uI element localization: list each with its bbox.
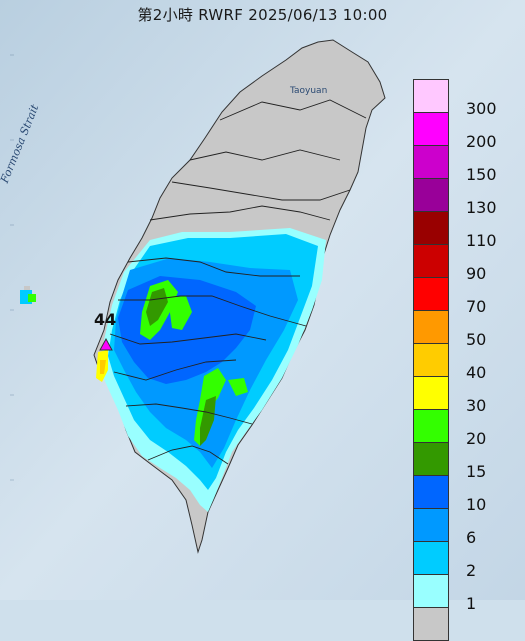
map-title: 第2小時 RWRF 2025/06/13 10:00 bbox=[137, 6, 388, 24]
grid-ticks bbox=[10, 54, 14, 481]
legend-label-text: 50 bbox=[466, 330, 487, 349]
rain-area-orange bbox=[100, 360, 106, 374]
legend-label: 300 bbox=[452, 79, 512, 118]
legend-label-text: 90 bbox=[466, 264, 487, 283]
max-rain-marker bbox=[99, 337, 113, 351]
legend-label-text: 300 bbox=[466, 99, 497, 118]
city-label: Taoyuan bbox=[290, 86, 327, 96]
legend-swatch bbox=[413, 277, 449, 310]
legend-label-text: 110 bbox=[466, 231, 497, 250]
rainfall-legend bbox=[413, 79, 449, 641]
county-boundaries bbox=[109, 99, 367, 465]
legend-label: 130 bbox=[452, 178, 512, 217]
legend-swatch bbox=[413, 442, 449, 475]
legend-label-text: 70 bbox=[466, 297, 487, 316]
legend-label: 1 bbox=[452, 574, 512, 613]
legend-label: 110 bbox=[452, 211, 512, 250]
penghu-island-green bbox=[28, 294, 36, 302]
legend-label-text: 10 bbox=[466, 495, 487, 514]
rain-area-green-6 bbox=[228, 378, 248, 396]
legend-label-text: 200 bbox=[466, 132, 497, 151]
legend-label: 200 bbox=[452, 112, 512, 151]
legend-label-text: 150 bbox=[466, 165, 497, 184]
legend-label: 6 bbox=[452, 508, 512, 547]
legend-swatch bbox=[413, 112, 449, 145]
rain-area-green-2 bbox=[146, 288, 168, 326]
legend-swatch bbox=[413, 574, 449, 607]
legend-swatch bbox=[413, 178, 449, 211]
legend-swatch bbox=[413, 508, 449, 541]
rain-area-green-5 bbox=[200, 396, 216, 446]
legend-swatch bbox=[413, 607, 449, 641]
legend-label-text: 30 bbox=[466, 396, 487, 415]
legend-swatch bbox=[413, 343, 449, 376]
legend-label: 50 bbox=[452, 310, 512, 349]
legend-swatch bbox=[413, 541, 449, 574]
max-value-text: 44 bbox=[94, 310, 117, 329]
legend-swatch bbox=[413, 79, 449, 112]
legend-swatch bbox=[413, 244, 449, 277]
legend-label bbox=[452, 607, 512, 640]
legend-label: 40 bbox=[452, 343, 512, 382]
legend-label-text: 15 bbox=[466, 462, 487, 481]
max-value-label: 44 bbox=[94, 310, 116, 329]
legend-label: 2 bbox=[452, 541, 512, 580]
legend-label: 10 bbox=[452, 475, 512, 514]
legend-swatch bbox=[413, 475, 449, 508]
legend-label: 30 bbox=[452, 376, 512, 415]
legend-swatch bbox=[413, 211, 449, 244]
legend-label-text: 1 bbox=[466, 594, 477, 613]
legend-label-text: 20 bbox=[466, 429, 487, 448]
legend-swatch bbox=[413, 409, 449, 442]
legend-label: 15 bbox=[452, 442, 512, 481]
legend-swatch bbox=[413, 310, 449, 343]
legend-label-text: 130 bbox=[466, 198, 497, 217]
legend-label-text: 2 bbox=[466, 561, 477, 580]
rainfall-legend-labels: 300 200 150 130 110 90 70 50 40 30 20 15 10 6 2 1 bbox=[452, 79, 512, 640]
legend-label-text: 40 bbox=[466, 363, 487, 382]
legend-label: 20 bbox=[452, 409, 512, 448]
legend-label: 70 bbox=[452, 277, 512, 316]
legend-label-text: 6 bbox=[466, 528, 477, 547]
legend-label: 90 bbox=[452, 244, 512, 283]
legend-label: 150 bbox=[452, 145, 512, 184]
penghu-island-gray bbox=[24, 286, 30, 290]
legend-swatch bbox=[413, 376, 449, 409]
rain-area-green-3 bbox=[168, 296, 192, 330]
city-label-text: Taoyuan bbox=[290, 86, 328, 96]
legend-swatch bbox=[413, 145, 449, 178]
